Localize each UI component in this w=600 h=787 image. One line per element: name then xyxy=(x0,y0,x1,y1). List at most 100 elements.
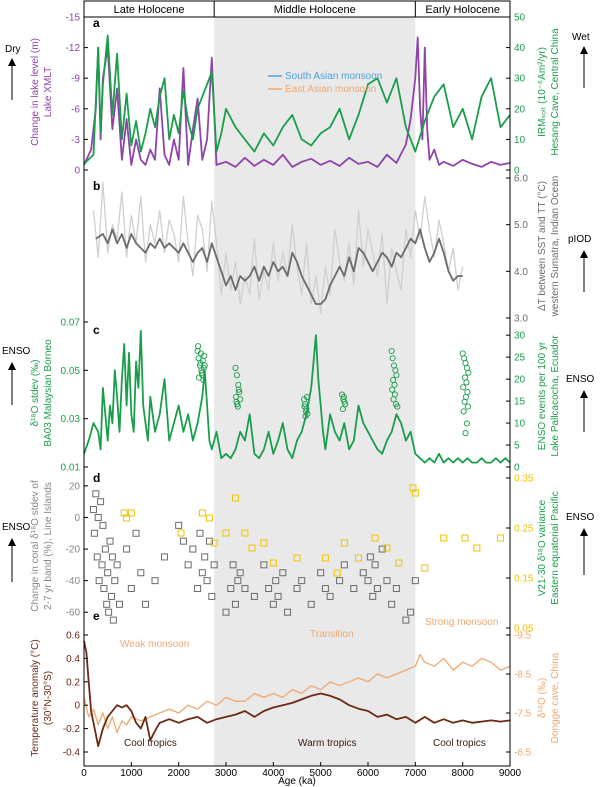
period-header: Late Holocene Middle Holocene Early Holo… xyxy=(83,0,511,18)
panel-c-point xyxy=(389,386,396,393)
panel-e-left-tick-label: -0.2 xyxy=(63,724,81,735)
panel-c-left-tick-label: 0.05 xyxy=(61,366,81,377)
panel-d-point xyxy=(392,585,400,593)
panel-c-point xyxy=(465,369,472,376)
panel-d-point xyxy=(317,569,325,577)
x-axis-tick-label: 4000 xyxy=(262,768,285,779)
panel-a-right-tick-label: 0 xyxy=(514,166,520,177)
panel-c-point xyxy=(390,396,397,403)
panel-e-left-tick-label: 0 xyxy=(74,701,80,712)
panel-e-left-axis-subtitle: (30°N-30°S) xyxy=(43,671,54,725)
panel-d-point xyxy=(175,521,183,529)
panel-d-point xyxy=(107,592,115,600)
annotation-warm-tropics: Warm tropics xyxy=(298,738,357,749)
panel-d-point xyxy=(411,577,419,585)
legend-south-asian: South Asian monsoon xyxy=(285,71,382,82)
panel-d-point xyxy=(106,537,114,545)
panel-d-point xyxy=(196,529,204,537)
panel-b-right-tick-label: 3.0 xyxy=(514,314,528,325)
panel-letter-c: c xyxy=(93,323,100,337)
panel-d-point xyxy=(298,577,306,585)
panel-c-point xyxy=(464,403,471,410)
panel-c-point xyxy=(339,405,346,413)
panel-d-point xyxy=(407,608,415,616)
panel-d-right-tick-label: 0.15 xyxy=(514,574,534,585)
panel-d-point xyxy=(321,585,329,593)
panel-a-right-axis-title: IRMₛₒₗₜ (10⁻⁶Am²/yr) xyxy=(537,47,548,137)
panel-c-point xyxy=(394,403,401,410)
panel-d-point xyxy=(111,577,119,585)
panel-d-point xyxy=(98,561,106,569)
panel-d-left-tick-label: -60 xyxy=(66,608,81,619)
panel-d-point xyxy=(307,600,315,608)
panel-c-point xyxy=(460,384,467,391)
panel-c-point xyxy=(201,352,208,359)
panel-d-point xyxy=(411,489,419,497)
panel-letter-d: d xyxy=(93,471,100,485)
panel-d-point xyxy=(440,534,448,542)
panel-d-point xyxy=(340,539,348,547)
panel-d-point xyxy=(350,585,358,593)
panel-c-point xyxy=(195,374,203,381)
panel-c-point xyxy=(460,408,467,415)
panel-c-left-axis-subtitle: BA03 Malaysian Borneo xyxy=(43,339,54,447)
period-label-early: Early Holocene xyxy=(425,4,500,16)
panel-c-left-tick-label: 0.01 xyxy=(61,463,81,474)
panel-d-point xyxy=(364,577,372,585)
panel-d-point xyxy=(99,521,107,529)
panel-d-point xyxy=(409,484,417,492)
panel-e-right-tick-label: -8.5 xyxy=(514,670,532,681)
panel-e-right-axis-subtitle: Dongge cave, China xyxy=(550,652,561,743)
panel-letter-a: a xyxy=(93,16,100,30)
panel-c-point xyxy=(232,393,239,400)
panel-d-point xyxy=(142,600,150,608)
panel-d-point xyxy=(269,559,277,567)
panel-d-point xyxy=(205,537,213,545)
x-axis-tick-label: 7000 xyxy=(404,768,427,779)
annotation-cool-tropics-early: Cool tropics xyxy=(433,738,486,749)
panel-d-point xyxy=(179,537,187,545)
panel-d-right-tick-label: 0.35 xyxy=(514,474,534,485)
panel-d-point xyxy=(231,494,239,502)
panel-c-point xyxy=(303,393,310,400)
panel-d-point xyxy=(272,577,280,585)
period-label-late: Late Holocene xyxy=(114,4,185,16)
axis-titles: Change in lake level (m) Lake XMLT IRMₛₒ… xyxy=(30,28,561,757)
panel-d-left-axis-title: Change in coral δ¹⁸O stdev of xyxy=(30,480,41,612)
panel-d-point xyxy=(198,569,206,577)
panel-d-point xyxy=(160,553,168,561)
panel-d-point xyxy=(177,529,185,537)
panel-d-point xyxy=(284,608,292,616)
panel-b-right-tick-label: 5.0 xyxy=(514,220,528,231)
panel-a-right-axis-subtitle: Hesang Cave, Central China xyxy=(550,28,561,156)
panel-d-point xyxy=(371,534,379,542)
dry-label: Dry xyxy=(5,44,21,55)
panel-d-point xyxy=(241,585,249,593)
panel-c-point xyxy=(393,372,400,379)
panel-c-point xyxy=(463,420,470,427)
legend-panel-a: South Asian monsoon East Asian monsoon xyxy=(268,71,382,95)
panel-d-point xyxy=(236,569,244,577)
panel-a-right-tick-label: 20 xyxy=(514,104,526,115)
panel-e-left-axis-title: Temperature anomaly (°C) xyxy=(30,639,41,756)
panel-b-series-gray_light xyxy=(92,182,464,314)
panel-d-point xyxy=(205,514,213,522)
x-axis-tick-label: 8000 xyxy=(452,768,475,779)
panel-d-left-tick-label: 0 xyxy=(74,513,80,524)
panel-d-point xyxy=(123,514,131,522)
panel-c-right-tick-label: 25 xyxy=(514,353,526,364)
panel-d-point xyxy=(234,577,242,585)
panel-c-left-tick-label: 0.03 xyxy=(61,414,81,425)
panel-d-left-tick-label: -40 xyxy=(66,576,81,587)
panel-d-point xyxy=(104,569,112,577)
panel-d-point xyxy=(321,554,329,562)
panel-d-point xyxy=(184,561,192,569)
panel-d-point xyxy=(100,585,108,593)
panel-e-left-tick-label: 0.2 xyxy=(66,677,80,688)
panel-d-point xyxy=(260,561,268,569)
panel-d-point xyxy=(395,559,403,567)
x-axis-tick-label: 5000 xyxy=(310,768,333,779)
panel-d-point xyxy=(194,585,202,593)
panel-d-point xyxy=(274,592,282,600)
